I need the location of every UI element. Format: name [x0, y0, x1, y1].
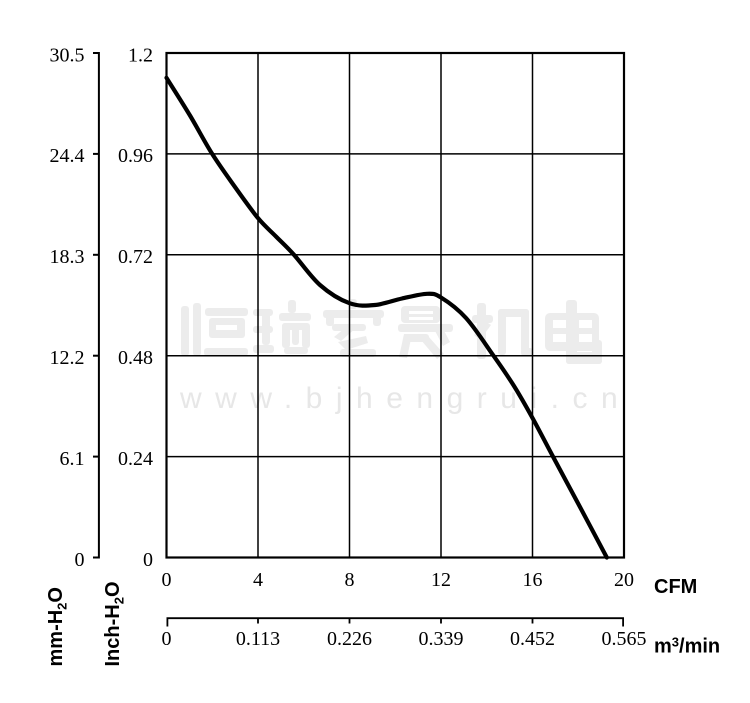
svg-text:0.24: 0.24 [118, 448, 153, 470]
svg-text:24.4: 24.4 [50, 145, 85, 167]
svg-text:0: 0 [162, 569, 172, 591]
svg-text:4: 4 [253, 569, 263, 591]
svg-text:Inch-H2O: Inch-H2O [102, 581, 127, 666]
svg-text:0: 0 [162, 628, 172, 650]
svg-text:0.339: 0.339 [419, 628, 464, 650]
svg-text:mm-H2O: mm-H2O [45, 587, 70, 666]
svg-text:0.452: 0.452 [510, 628, 555, 650]
svg-text:8: 8 [345, 569, 355, 591]
svg-text:12.2: 12.2 [50, 347, 85, 369]
svg-text:30.5: 30.5 [50, 44, 85, 66]
svg-text:0.72: 0.72 [118, 246, 153, 268]
svg-text:0.565: 0.565 [602, 628, 647, 650]
svg-text:16: 16 [523, 569, 543, 591]
svg-text:6.1: 6.1 [60, 448, 85, 470]
svg-text:12: 12 [431, 569, 451, 591]
svg-text:m3/min: m3/min [654, 634, 720, 657]
svg-text:0.48: 0.48 [118, 347, 153, 369]
svg-text:0: 0 [143, 549, 153, 571]
svg-text:1.2: 1.2 [128, 44, 153, 66]
svg-text:18.3: 18.3 [50, 246, 85, 268]
svg-text:0.226: 0.226 [327, 628, 372, 650]
svg-text:0.113: 0.113 [236, 628, 280, 650]
svg-text:0: 0 [75, 549, 85, 571]
svg-text:www.bjhengrui.cn: www.bjhengrui.cn [179, 382, 631, 415]
svg-text:CFM: CFM [654, 576, 697, 598]
svg-text:20: 20 [614, 569, 634, 591]
svg-text:0.96: 0.96 [118, 145, 153, 167]
